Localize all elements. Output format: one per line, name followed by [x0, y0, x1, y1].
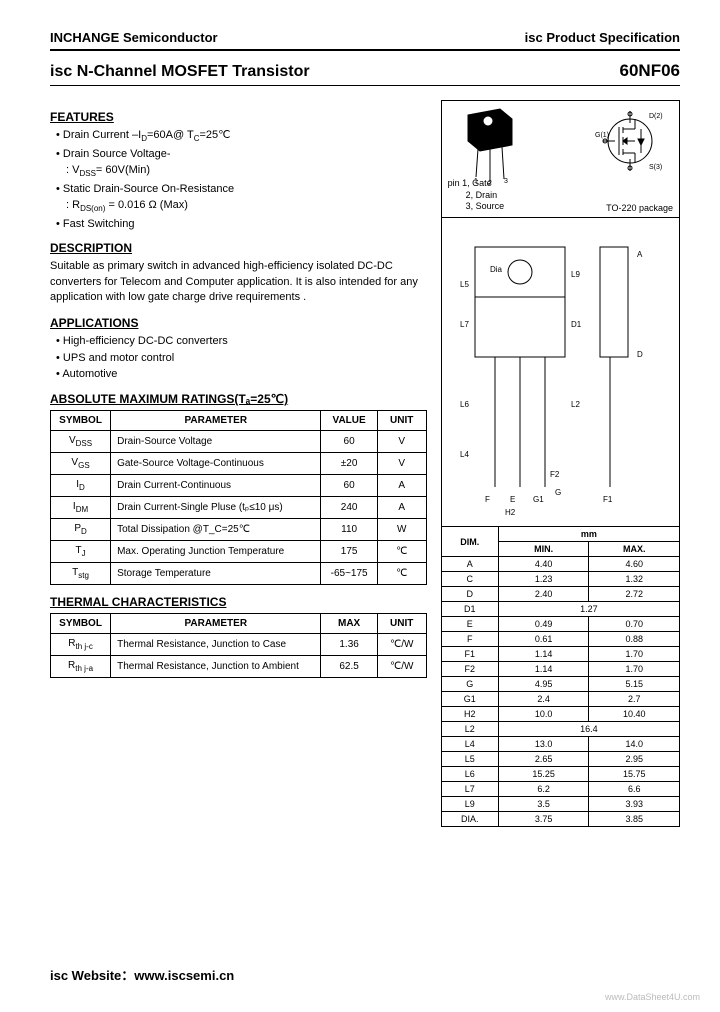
table-row: TstgStorage Temperature-65~175℃: [51, 563, 427, 585]
table-row: PDTotal Dissipation @T_C=25℃110W: [51, 519, 427, 541]
company-name: INCHANGE Semiconductor: [50, 30, 218, 45]
thermal-table: SYMBOL PARAMETER MAX UNIT Rth j-cThermal…: [50, 613, 427, 678]
table-row: L615.2515.75: [441, 767, 679, 782]
table-row: IDDrain Current-Continuous60A: [51, 475, 427, 497]
svg-text:D: D: [637, 350, 643, 359]
svg-text:F: F: [485, 495, 490, 504]
pin-labels: pin 1, Gate 2, Drain 3, Source: [448, 178, 505, 213]
mosfet-symbol-icon: D(2) G(1) S(3): [595, 111, 665, 171]
app-item: High-efficiency DC-DC converters: [56, 334, 427, 349]
footer-website: isc Website：www.iscsemi.cn: [50, 965, 234, 984]
applications-list: High-efficiency DC-DC converters UPS and…: [50, 334, 427, 383]
table-row: L76.26.6: [441, 782, 679, 797]
svg-text:Dia: Dia: [490, 265, 503, 274]
svg-text:L4: L4: [460, 450, 469, 459]
rule-top: [50, 49, 680, 51]
title-row: isc N-Channel MOSFET Transistor 60NF06: [50, 61, 680, 81]
svg-text:L6: L6: [460, 400, 469, 409]
table-row: A4.404.60: [441, 557, 679, 572]
table-row: D2.402.72: [441, 587, 679, 602]
table-row: F0.610.88: [441, 632, 679, 647]
applications-heading: APPLICATIONS: [50, 316, 427, 330]
table-row: IDMDrain Current-Single Pluse (tₚ≤10 μs)…: [51, 497, 427, 519]
svg-text:G1: G1: [533, 495, 544, 504]
header-row: INCHANGE Semiconductor isc Product Speci…: [50, 30, 680, 45]
table-row: F21.141.70: [441, 662, 679, 677]
part-number: 60NF06: [620, 61, 680, 81]
table-row: G4.955.15: [441, 677, 679, 692]
table-row: L413.014.0: [441, 737, 679, 752]
table-row: H210.010.40: [441, 707, 679, 722]
description-heading: DESCRIPTION: [50, 241, 427, 255]
svg-text:G: G: [555, 488, 561, 497]
table-row: G12.42.7: [441, 692, 679, 707]
feature-item: Drain Current –ID=60A@ TC=25℃: [56, 128, 427, 145]
svg-text:F1: F1: [603, 495, 613, 504]
svg-text:L5: L5: [460, 280, 469, 289]
table-row: D11.27: [441, 602, 679, 617]
features-list: Drain Current –ID=60A@ TC=25℃ Drain Sour…: [50, 128, 427, 231]
feature-item: Drain Source Voltage- : VDSS= 60V(Min): [56, 147, 427, 180]
table-row: SYMBOL PARAMETER VALUE UNIT: [51, 411, 427, 431]
svg-text:E: E: [510, 495, 515, 504]
package-name: TO-220 package: [606, 203, 673, 213]
left-column: FEATURES Drain Current –ID=60A@ TC=25℃ D…: [50, 100, 427, 827]
svg-text:L7: L7: [460, 320, 469, 329]
svg-text:F2: F2: [550, 470, 560, 479]
main-columns: FEATURES Drain Current –ID=60A@ TC=25℃ D…: [50, 100, 680, 827]
app-item: UPS and motor control: [56, 351, 427, 366]
svg-text:L2: L2: [571, 400, 580, 409]
table-row: F11.141.70: [441, 647, 679, 662]
spec-label: isc Product Specification: [525, 30, 680, 45]
table-row: VDSSDrain-Source Voltage60V: [51, 431, 427, 453]
svg-text:D(2): D(2): [649, 113, 663, 120]
features-heading: FEATURES: [50, 110, 427, 124]
table-row: VGSGate-Source Voltage-Continuous±20V: [51, 453, 427, 475]
table-row: DIA.3.753.85: [441, 812, 679, 827]
table-row: SYMBOL PARAMETER MAX UNIT: [51, 614, 427, 634]
table-row: Rth j-aThermal Resistance, Junction to A…: [51, 656, 427, 678]
table-row: L52.652.95: [441, 752, 679, 767]
abs-heading: ABSOLUTE MAXIMUM RATINGS(Tₐ=25℃): [50, 392, 427, 406]
svg-text:S(3): S(3): [649, 164, 662, 171]
table-row: Rth j-cThermal Resistance, Junction to C…: [51, 634, 427, 656]
svg-text:3: 3: [504, 178, 508, 185]
table-row: L216.4: [441, 722, 679, 737]
description-text: Suitable as primary switch in advanced h…: [50, 259, 427, 305]
package-box: 1 2 3 D(2): [441, 100, 680, 218]
app-item: Automotive: [56, 367, 427, 382]
svg-text:H2: H2: [505, 508, 516, 517]
svg-text:L9: L9: [571, 270, 580, 279]
dimensions-table: DIM. mm MIN. MAX. A4.404.60C1.231.32D2.4…: [441, 526, 680, 827]
rule-title: [50, 85, 680, 86]
svg-text:D1: D1: [571, 320, 582, 329]
mechanical-drawing: L5 L7 L6 L4 L9 D1 L2 A D F E G1 H2 F1 Dia F2 G: [441, 217, 680, 527]
table-row: E0.490.70: [441, 617, 679, 632]
thermal-heading: THERMAL CHARACTERISTICS: [50, 595, 427, 609]
svg-text:A: A: [637, 250, 643, 259]
feature-item: Static Drain-Source On-Resistance : RDS(…: [56, 182, 427, 215]
outline-drawing-icon: L5 L7 L6 L4 L9 D1 L2 A D F E G1 H2 F1 Dia F2 G: [455, 227, 665, 517]
product-title: isc N-Channel MOSFET Transistor: [50, 63, 310, 81]
feature-item: Fast Switching: [56, 217, 427, 232]
package-icon: 1 2 3: [450, 107, 530, 185]
table-row: TJMax. Operating Junction Temperature175…: [51, 541, 427, 563]
table-row: C1.231.32: [441, 572, 679, 587]
watermark: www.DataSheet4U.com: [605, 992, 700, 1002]
table-row: DIM. mm: [441, 527, 679, 542]
abs-table: SYMBOL PARAMETER VALUE UNIT VDSSDrain-So…: [50, 410, 427, 585]
svg-text:G(1): G(1): [595, 132, 609, 139]
right-column: 1 2 3 D(2): [441, 100, 680, 827]
table-row: L93.53.93: [441, 797, 679, 812]
